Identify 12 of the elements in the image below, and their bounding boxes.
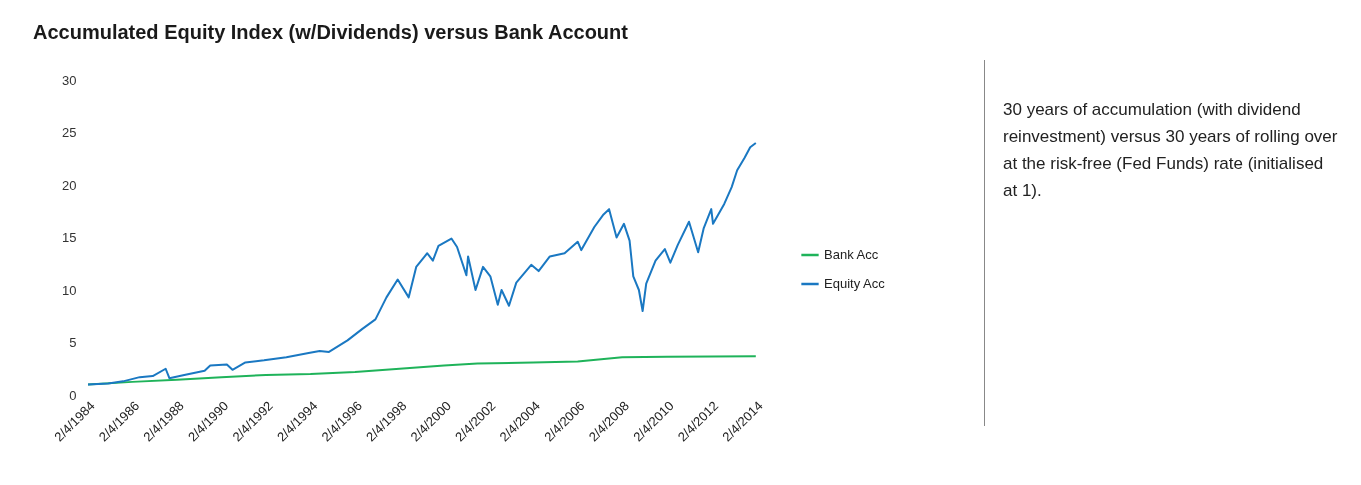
y-tick-label: 30	[62, 72, 77, 88]
chart-title: Accumulated Equity Index (w/Dividends) versus Bank Account	[33, 21, 628, 44]
y-tick-label: 20	[62, 177, 77, 193]
line-series	[87, 142, 757, 386]
text: 30 years of accumulation (with dividend reinvestment) versus 30 years of rolling over at the risk-free (Fed Funds) rate (initialised at 1).	[1003, 99, 1338, 202]
legend-label: Equity Acc	[824, 276, 886, 291]
legend-label: Bank Acc	[824, 247, 879, 262]
y-tick-label: 0	[69, 387, 77, 403]
y-tick-label: 15	[62, 230, 77, 245]
y-tick-label: 10	[62, 282, 77, 298]
y-tick-label: 5	[69, 335, 77, 350]
y-tick-label: 25	[62, 125, 77, 140]
